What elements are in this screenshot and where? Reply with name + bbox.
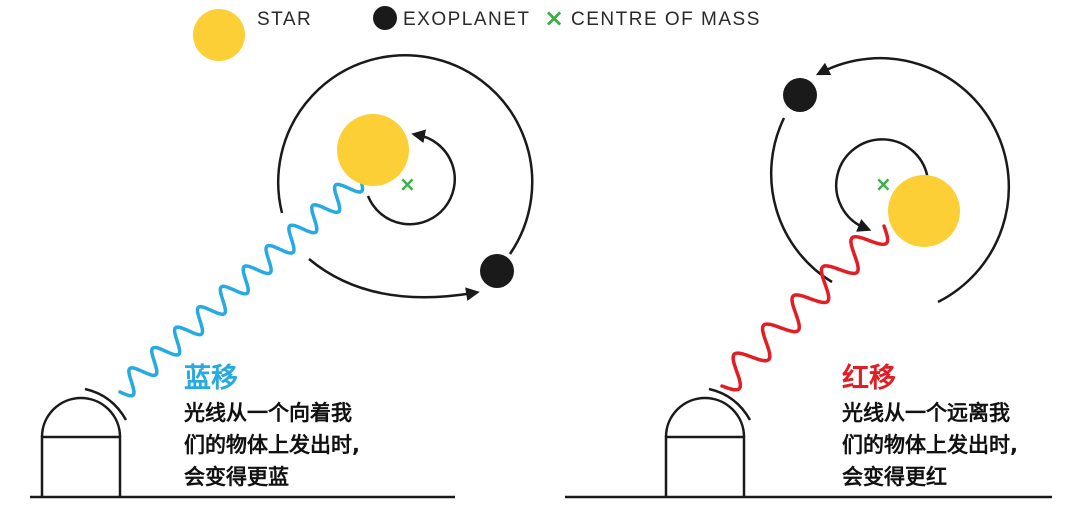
- left-observatory-icon: [40, 387, 128, 497]
- legend-planet-icon: [373, 6, 397, 30]
- left-exoplanet: [480, 254, 514, 288]
- right-caption: 红移 光线从一个远离我 们的物体上发出时, 会变得更红: [841, 362, 1018, 489]
- right-caption-line-2: 们的物体上发出时,: [842, 433, 1018, 457]
- right-caption-line-1: 光线从一个远离我: [841, 401, 1010, 425]
- left-caption: 蓝移 光线从一个向着我 们的物体上发出时, 会变得更蓝: [183, 363, 360, 489]
- right-planet-orbit: [815, 57, 1011, 304]
- legend-com-icon: ×: [544, 4, 564, 32]
- left-caption-line-2: 们的物体上发出时,: [184, 433, 360, 457]
- legend-com-label: CENTRE OF MASS: [571, 9, 761, 30]
- left-star: [337, 114, 409, 186]
- left-caption-title: 蓝移: [184, 363, 238, 394]
- right-centre-of-mass-marker: ×: [875, 172, 892, 196]
- legend-star-icon: [193, 9, 245, 61]
- right-caption-line-3: 会变得更红: [842, 465, 947, 489]
- legend-star-label: STAR: [257, 9, 312, 30]
- left-star-orbit-arrow: [366, 129, 456, 226]
- left-caption-line-1: 光线从一个向着我: [183, 401, 352, 425]
- blueshift-light-wave: [118, 176, 365, 398]
- legend: STAR EXOPLANET × CENTRE OF MASS: [193, 4, 761, 61]
- left-planet-orbit-arrow: [308, 258, 480, 301]
- right-star-orbit-arrow: [834, 138, 930, 232]
- right-planet-orbit-lower: [769, 117, 833, 284]
- redshift-light-wave: [720, 224, 890, 392]
- legend-planet-label: EXOPLANET: [403, 9, 531, 30]
- right-star: [888, 175, 960, 247]
- right-observatory-icon: [664, 387, 752, 497]
- left-caption-line-3: 会变得更蓝: [184, 465, 289, 489]
- left-centre-of-mass-marker: ×: [399, 172, 416, 196]
- right-exoplanet: [783, 78, 817, 112]
- left-planet-orbit: [277, 54, 534, 255]
- right-caption-title: 红移: [842, 362, 896, 394]
